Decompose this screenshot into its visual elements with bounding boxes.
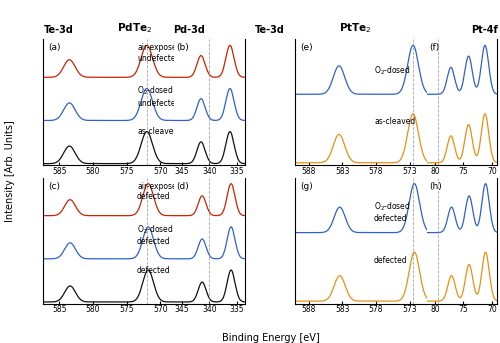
Text: air-exposed
defected: air-exposed defected (137, 181, 182, 201)
Text: O$_2$-dosed
defected: O$_2$-dosed defected (374, 200, 411, 223)
Text: (c): (c) (48, 181, 60, 191)
Text: (h): (h) (430, 181, 442, 191)
Text: air-exposed
undefected: air-exposed undefected (137, 43, 182, 63)
Text: O$_2$-dosed
undefected: O$_2$-dosed undefected (137, 85, 180, 108)
Text: Pd-3d: Pd-3d (173, 25, 205, 35)
Text: Intensity [Arb. Units]: Intensity [Arb. Units] (5, 121, 15, 222)
Text: defected: defected (137, 266, 170, 275)
Text: (f): (f) (430, 43, 440, 52)
Text: (a): (a) (48, 43, 60, 52)
Text: (d): (d) (176, 181, 190, 191)
Text: defected: defected (374, 256, 408, 265)
Text: (g): (g) (300, 181, 314, 191)
Text: O$_2$-dosed: O$_2$-dosed (374, 64, 411, 77)
Text: PdTe$_2$: PdTe$_2$ (118, 21, 152, 35)
Text: O$_2$-dosed
defected: O$_2$-dosed defected (137, 223, 174, 246)
Text: Binding Energy [eV]: Binding Energy [eV] (222, 333, 320, 343)
Text: Te-3d: Te-3d (255, 25, 285, 35)
Text: as-cleaved: as-cleaved (374, 117, 416, 127)
Text: as-cleaved: as-cleaved (137, 128, 178, 137)
Text: Te-3d: Te-3d (44, 25, 74, 35)
Text: (b): (b) (176, 43, 190, 52)
Text: (e): (e) (300, 43, 313, 52)
Text: PtTe$_2$: PtTe$_2$ (338, 21, 372, 35)
Text: Pt-4f: Pt-4f (471, 25, 498, 35)
